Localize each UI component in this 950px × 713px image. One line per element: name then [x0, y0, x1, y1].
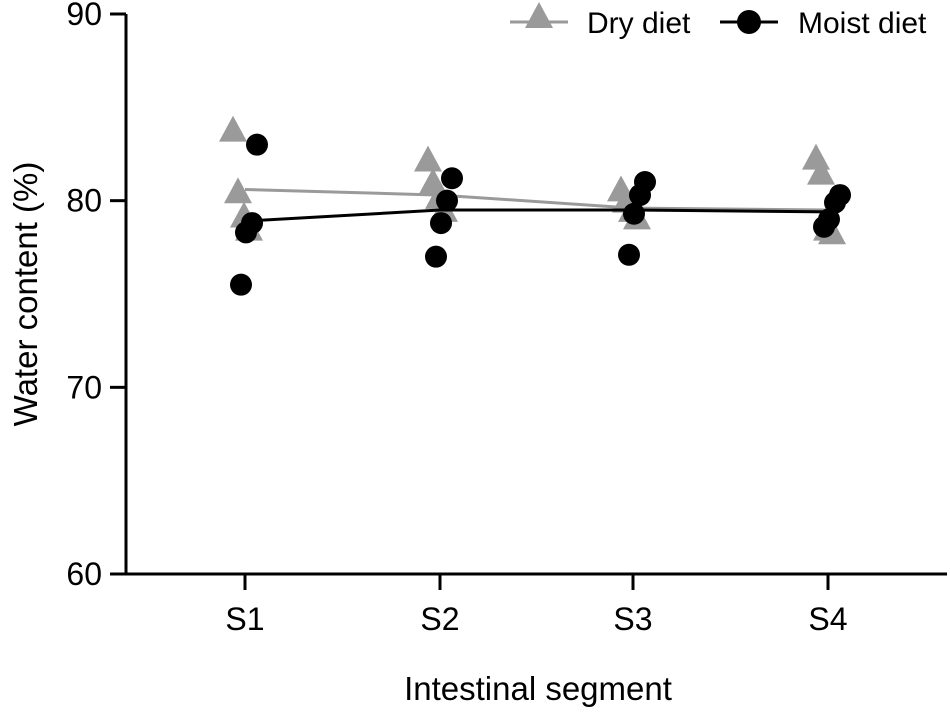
legend-dry-label: Dry diet	[587, 7, 691, 40]
data-point-moist	[425, 245, 447, 268]
series-layer	[219, 115, 851, 296]
x-tick-label: S4	[808, 601, 847, 637]
legend-dry-triangle-icon	[525, 2, 553, 28]
legend: Dry diet Moist diet	[510, 2, 927, 40]
data-point-moist	[629, 184, 651, 207]
mean-line-moist	[244, 208, 829, 223]
y-tick-label: 80	[66, 183, 102, 219]
data-point-moist	[436, 189, 458, 212]
y-axis-label: Water content (%)	[7, 162, 44, 427]
series-dry	[219, 115, 846, 245]
mean-line-dry	[244, 187, 829, 212]
data-point-moist	[441, 167, 463, 190]
x-tick-label: S2	[420, 601, 459, 637]
data-point-dry	[219, 115, 247, 142]
data-point-moist	[430, 212, 452, 235]
x-axis-ticks: S1 S2 S3 S4	[225, 574, 848, 637]
data-point-moist	[235, 221, 257, 244]
data-point-dry	[802, 143, 830, 170]
legend-moist-label: Moist diet	[798, 7, 927, 40]
data-point-dry	[807, 158, 835, 185]
data-point-dry	[414, 145, 442, 172]
data-point-dry	[224, 177, 252, 204]
y-tick-label: 70	[66, 369, 102, 405]
series-moist	[230, 133, 851, 296]
y-tick-label: 90	[66, 0, 102, 32]
data-point-moist	[246, 133, 268, 156]
x-tick-label: S3	[613, 601, 652, 637]
x-tick-label: S1	[225, 601, 264, 637]
data-point-moist	[824, 191, 846, 214]
data-point-moist	[623, 202, 645, 225]
y-tick-label: 60	[66, 556, 102, 592]
y-axis-ticks: 60 70 80 90	[66, 0, 126, 592]
legend-moist-circle-icon	[737, 10, 761, 34]
data-point-moist	[230, 273, 252, 296]
x-axis-label: Intestinal segment	[404, 670, 672, 707]
data-point-moist	[813, 215, 835, 238]
data-point-moist	[618, 243, 640, 266]
